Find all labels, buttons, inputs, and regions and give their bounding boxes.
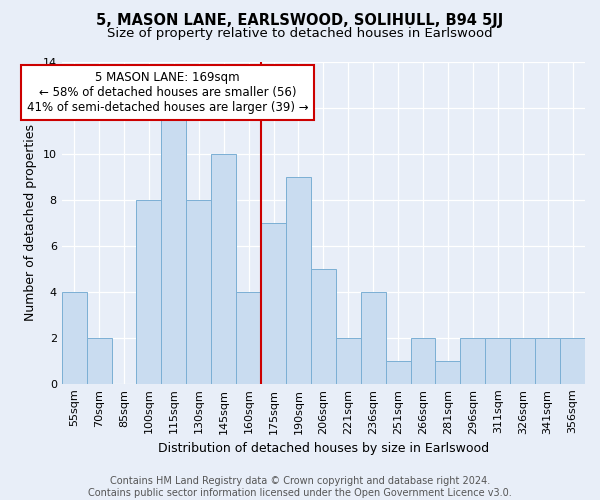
Bar — [560, 338, 585, 384]
Bar — [485, 338, 510, 384]
Bar — [361, 292, 386, 384]
Bar — [86, 338, 112, 384]
Bar — [386, 361, 410, 384]
Bar — [261, 222, 286, 384]
X-axis label: Distribution of detached houses by size in Earlswood: Distribution of detached houses by size … — [158, 442, 489, 455]
Bar — [336, 338, 361, 384]
Bar — [236, 292, 261, 384]
Bar — [186, 200, 211, 384]
Bar — [62, 292, 86, 384]
Bar — [136, 200, 161, 384]
Y-axis label: Number of detached properties: Number of detached properties — [24, 124, 37, 321]
Bar — [286, 176, 311, 384]
Bar — [311, 268, 336, 384]
Bar — [535, 338, 560, 384]
Text: 5, MASON LANE, EARLSWOOD, SOLIHULL, B94 5JJ: 5, MASON LANE, EARLSWOOD, SOLIHULL, B94 … — [97, 12, 503, 28]
Bar — [161, 108, 186, 384]
Bar — [436, 361, 460, 384]
Bar — [510, 338, 535, 384]
Text: Contains HM Land Registry data © Crown copyright and database right 2024.
Contai: Contains HM Land Registry data © Crown c… — [88, 476, 512, 498]
Text: Size of property relative to detached houses in Earlswood: Size of property relative to detached ho… — [107, 28, 493, 40]
Bar — [410, 338, 436, 384]
Bar — [211, 154, 236, 384]
Bar — [460, 338, 485, 384]
Text: 5 MASON LANE: 169sqm
← 58% of detached houses are smaller (56)
41% of semi-detac: 5 MASON LANE: 169sqm ← 58% of detached h… — [27, 70, 308, 114]
